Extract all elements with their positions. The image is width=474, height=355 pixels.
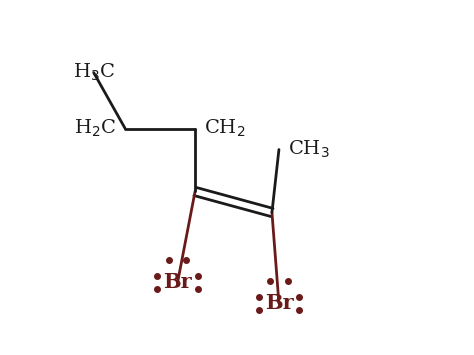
Text: H$_2$C: H$_2$C xyxy=(74,118,117,139)
Text: Br: Br xyxy=(264,293,293,313)
Text: Br: Br xyxy=(163,272,192,292)
Text: CH$_3$: CH$_3$ xyxy=(288,139,329,160)
Text: H$_3$C: H$_3$C xyxy=(73,62,115,83)
Text: CH$_2$: CH$_2$ xyxy=(204,118,245,139)
